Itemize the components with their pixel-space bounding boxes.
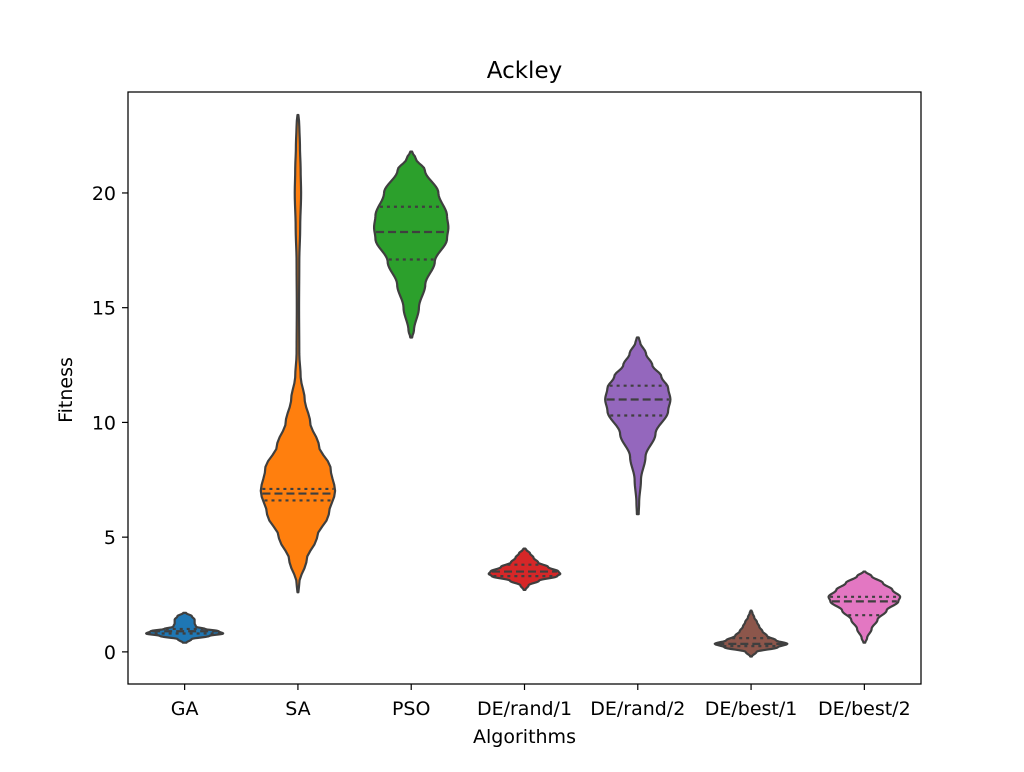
- violin-de-rand-1: [487, 547, 562, 592]
- x-tick-label: DE/rand/2: [590, 698, 685, 720]
- plot-frame: [127, 91, 922, 685]
- y-tick-label: 5: [104, 527, 116, 549]
- x-tick-label: PSO: [392, 698, 430, 720]
- x-tick-label: DE/rand/1: [477, 698, 572, 720]
- y-axis-label: Fitness: [55, 357, 77, 423]
- chart-title: Ackley: [487, 58, 562, 84]
- y-tick-label: 15: [92, 298, 116, 320]
- x-tick-label: SA: [285, 698, 310, 720]
- violin-pso: [372, 150, 450, 339]
- violin-sa: [259, 113, 337, 594]
- violins-layer: [145, 113, 902, 658]
- x-tick-label: DE/best/2: [818, 698, 911, 720]
- x-axis: GA SA PSO DE/rand/1 DE/rand/2 DE/best/1 DE/bes…: [171, 684, 911, 720]
- y-tick-label: 20: [92, 183, 116, 205]
- violin-de-rand-2: [604, 336, 672, 516]
- violin-de-best-2: [827, 570, 902, 644]
- x-axis-label: Algorithms: [473, 726, 576, 748]
- x-tick-label: GA: [171, 698, 199, 720]
- x-tick-label: DE/best/1: [705, 698, 798, 720]
- y-tick-label: 10: [92, 412, 116, 434]
- violin-ga: [145, 611, 225, 644]
- violin-de-best-1: [713, 609, 789, 658]
- y-tick-label: 0: [104, 642, 116, 664]
- y-axis: 0 5 10 15 20: [92, 183, 128, 664]
